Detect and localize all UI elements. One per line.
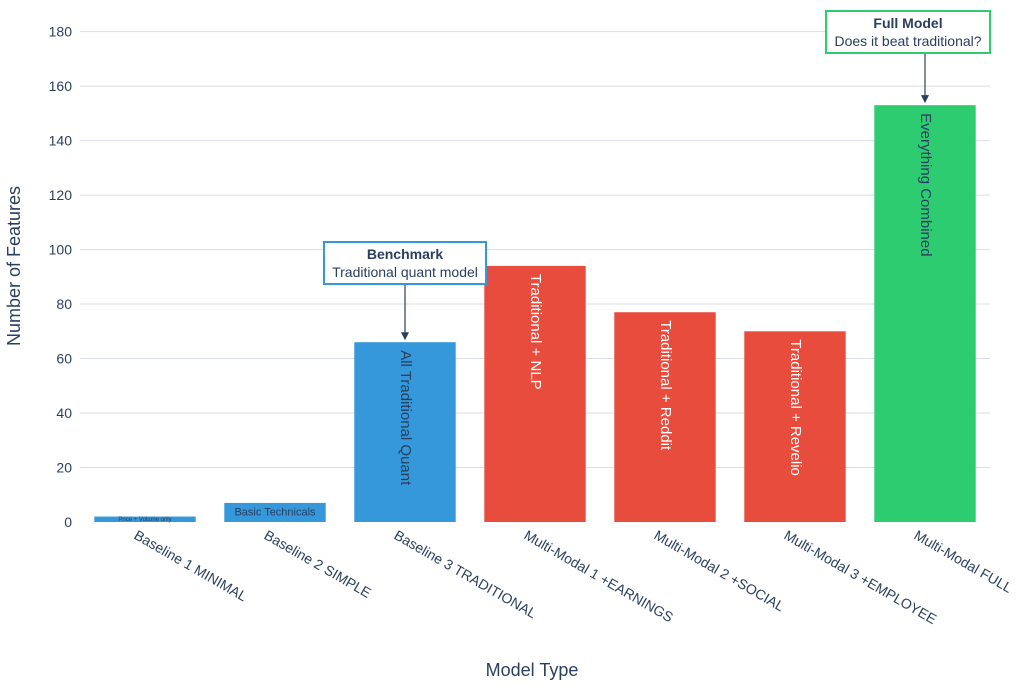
x-tick-label: Multi-Modal 2 +SOCIAL — [652, 527, 788, 615]
bar-label: Traditional + NLP — [527, 274, 544, 390]
bar-label: Basic Technicals — [234, 506, 316, 518]
bar — [224, 502, 326, 522]
y-tick-label: 60 — [56, 351, 72, 367]
annotation-subtitle: Traditional quant model — [332, 264, 478, 280]
y-tick-label: 120 — [49, 187, 73, 203]
annotation-title: Full Model — [873, 15, 942, 31]
y-tick-label: 180 — [49, 24, 73, 40]
bar — [874, 105, 976, 522]
annotation-box — [323, 241, 487, 285]
bar — [484, 265, 586, 522]
bar-label: Everything Combined — [917, 113, 934, 256]
x-axis-title: Model Type — [486, 660, 579, 680]
annotation-title: Benchmark — [367, 246, 443, 262]
y-tick-label: 20 — [56, 460, 72, 476]
x-tick-label: Baseline 1 MINIMAL — [132, 527, 251, 605]
bar-labels: Price + Volume only Basic Technicals All T… — [118, 113, 934, 523]
y-tick-label: 0 — [64, 514, 72, 530]
bar — [744, 331, 846, 522]
bar — [354, 342, 456, 522]
y-tick-label: 160 — [49, 78, 73, 94]
x-tick-labels: Baseline 1 MINIMAL Baseline 2 SIMPLE Basel… — [132, 527, 1016, 627]
bar-label: Price + Volume only — [118, 517, 171, 523]
bar — [94, 516, 196, 522]
bar — [614, 312, 716, 522]
annotations: Benchmark Traditional quant model Full Mod… — [323, 10, 991, 341]
y-tick-label: 100 — [49, 242, 73, 258]
annotation-box — [825, 10, 991, 54]
gridlines — [80, 31, 990, 469]
x-tick-label: Baseline 3 TRADITIONAL — [392, 527, 540, 622]
annotation-arrowhead — [921, 95, 929, 104]
bar-label: Traditional + Revelio — [787, 339, 804, 476]
y-tick-label: 80 — [56, 296, 72, 312]
y-axis-title: Number of Features — [4, 186, 24, 346]
y-tick-label: 40 — [56, 405, 72, 421]
bars — [94, 105, 976, 522]
x-tick-label: Multi-Modal FULL — [912, 527, 1016, 596]
annotation-arrowhead — [401, 332, 409, 341]
y-tick-labels: 0 20 40 60 80 100 120 140 160 180 — [49, 24, 73, 530]
x-tick-label: Baseline 2 SIMPLE — [262, 527, 374, 601]
bar-label: All Traditional Quant — [397, 350, 414, 486]
bar-label: Traditional + Reddit — [657, 320, 674, 451]
annotation-subtitle: Does it beat traditional? — [834, 33, 981, 49]
y-tick-label: 140 — [49, 133, 73, 149]
x-tick-label: Multi-Modal 1 +EARNINGS — [522, 527, 677, 625]
